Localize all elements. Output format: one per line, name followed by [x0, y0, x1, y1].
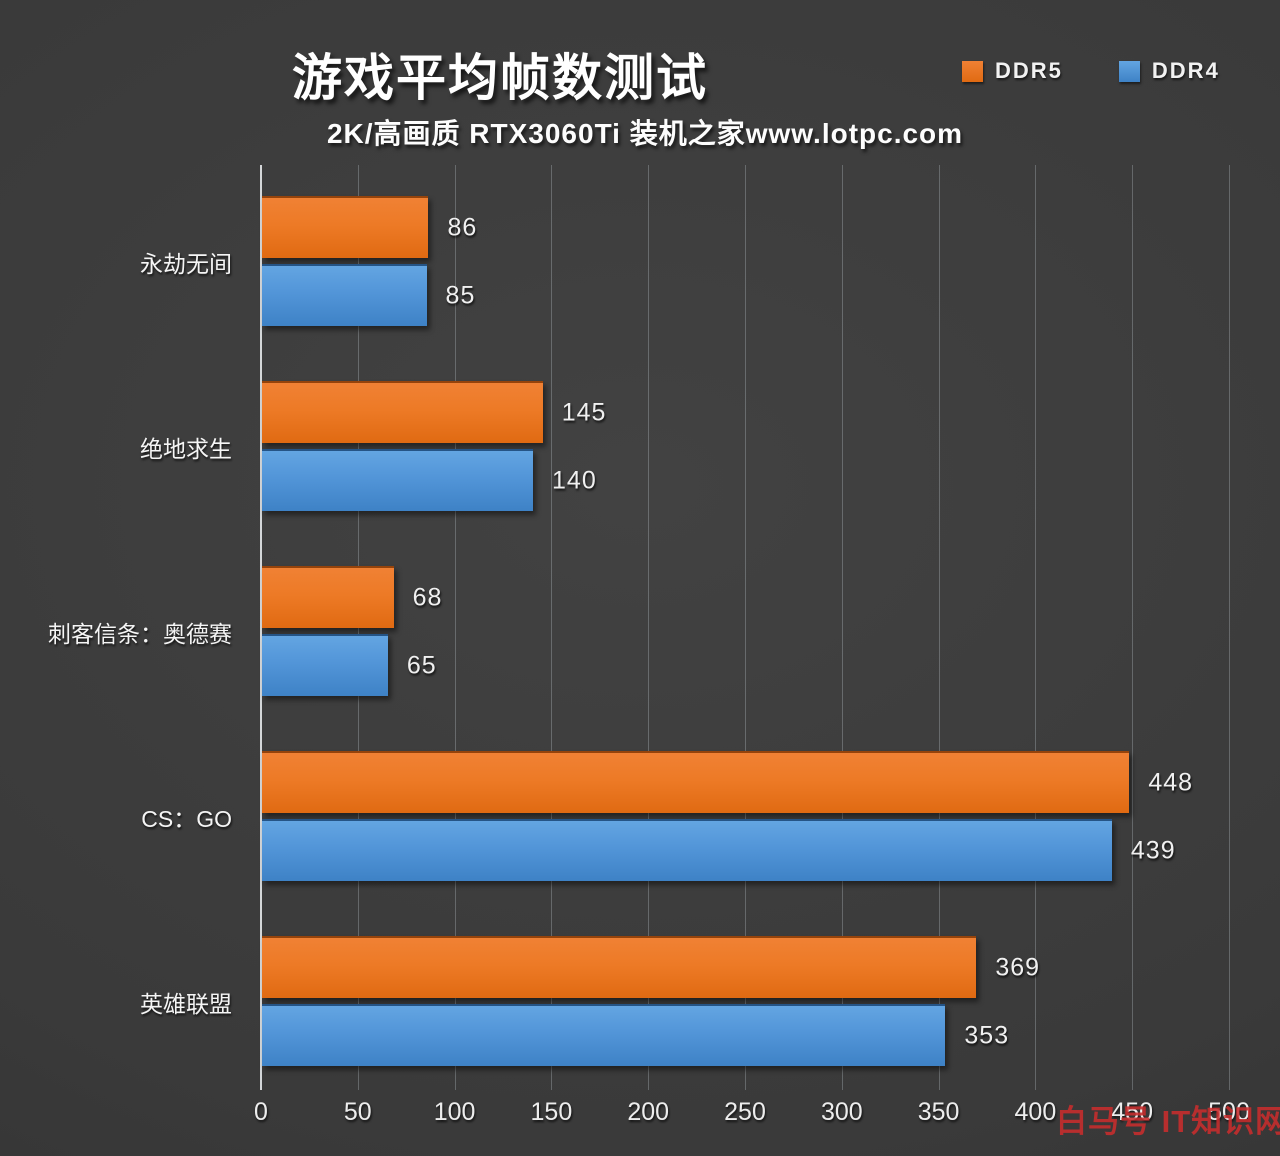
gridline [1035, 165, 1037, 1090]
bar-value-label: 369 [995, 953, 1041, 982]
bar-value-label: 439 [1130, 836, 1176, 865]
bar-ddr5 [262, 936, 977, 998]
bar-ddr4 [262, 264, 427, 326]
bar-ddr4 [262, 449, 534, 511]
plot-area: 86 85 145 140 68 65 448 439 369 353 [260, 165, 1230, 1090]
bar-ddr5 [262, 381, 543, 443]
bar-value-label: 145 [561, 398, 607, 427]
legend-label-ddr4: DDR4 [1151, 58, 1220, 83]
chart-title: 游戏平均帧数测试 [292, 50, 708, 106]
x-tick-label: 450 [1111, 1098, 1154, 1126]
bar-ddr5 [262, 566, 394, 628]
bar-value-label: 140 [552, 466, 597, 495]
ddr5-swatch-icon [962, 60, 983, 82]
x-axis: 0 50 100 150 200 250 300 350 400 450 500 [254, 1098, 1261, 1138]
gridline [745, 165, 746, 1090]
bar-ddr4 [262, 634, 388, 696]
gridline [1132, 165, 1134, 1090]
bar-value-label: 353 [964, 1021, 1010, 1050]
x-tick-label: 250 [724, 1098, 766, 1126]
x-tick-label: 350 [917, 1098, 960, 1126]
category-label: 永劫无间 [140, 251, 232, 277]
legend: DDR5 DDR4 [962, 58, 1220, 84]
watermark: 白马号 IT知识网！ [1056, 1104, 1280, 1139]
bar-ddr4 [262, 819, 1112, 881]
bar-value-label: 448 [1148, 768, 1194, 797]
bar-ddr5 [262, 196, 429, 258]
category-label: 英雄联盟 [140, 991, 232, 1017]
x-tick-label: 0 [254, 1098, 268, 1126]
legend-item-ddr5: DDR5 [962, 58, 1063, 84]
gridline [1229, 165, 1230, 1090]
bar-ddr5 [262, 751, 1130, 813]
chart-subtitle: 2K/高画质 RTX3060Ti 装机之家www.lotpc.com [326, 118, 964, 149]
x-tick-label: 100 [433, 1098, 476, 1126]
y-axis-line [260, 165, 262, 1090]
gridline [454, 165, 456, 1090]
x-tick-label: 50 [343, 1098, 372, 1126]
x-tick-label: 200 [627, 1098, 670, 1126]
category-axis: 永劫无间绝地求生刺客信条：奥德赛 CS：GO 英雄联盟 [0, 165, 246, 1090]
x-tick-label: 400 [1014, 1098, 1057, 1126]
x-tick-label: 500 [1208, 1098, 1250, 1126]
bar-ddr4 [262, 1004, 946, 1066]
category-label: CS：GO [141, 806, 232, 832]
bar-value-label: 86 [447, 213, 478, 242]
gridline [841, 165, 843, 1090]
bar-value-label: 68 [412, 583, 443, 612]
x-tick-label: 300 [820, 1098, 863, 1126]
bar-value-label: 85 [445, 281, 476, 310]
gridline [551, 165, 553, 1090]
legend-label-ddr5: DDR5 [995, 58, 1063, 83]
gridline [648, 165, 650, 1090]
x-tick-label: 150 [530, 1098, 573, 1126]
legend-item-ddr4: DDR4 [1118, 58, 1220, 84]
category-label: 绝地求生 [140, 436, 232, 462]
ddr4-swatch-icon [1118, 60, 1140, 82]
category-label: 刺客信条：奥德赛 [48, 621, 232, 647]
bar-value-label: 65 [406, 651, 437, 680]
gridline [938, 165, 940, 1090]
